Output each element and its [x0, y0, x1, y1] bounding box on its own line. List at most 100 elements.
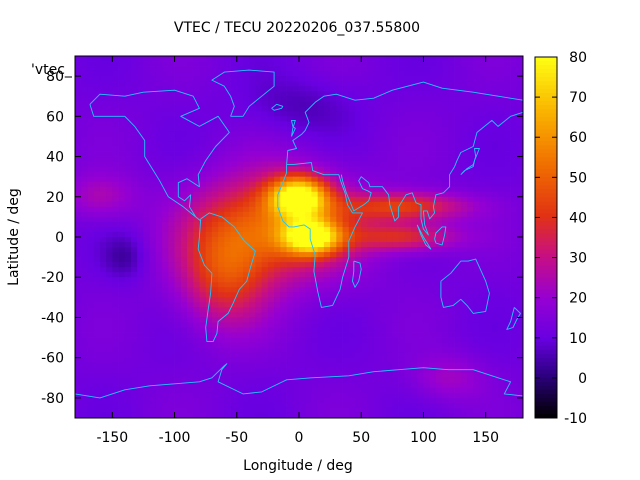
- heat-cell: [75, 121, 82, 127]
- heat-cell: [479, 146, 487, 152]
- heat-cell: [218, 277, 225, 283]
- heat-cell: [118, 342, 126, 349]
- heat-cell: [87, 362, 95, 369]
- heat-cell: [218, 357, 225, 364]
- heat-cell: [180, 357, 188, 364]
- heat-cell: [205, 332, 213, 338]
- heat-cell: [280, 66, 287, 72]
- heat-cell: [423, 141, 431, 147]
- heat-cell: [137, 146, 144, 152]
- heat-cell: [180, 312, 188, 318]
- heat-cell: [87, 201, 95, 208]
- heat-cell: [230, 342, 238, 349]
- heat-cell: [423, 257, 431, 263]
- heat-cell: [261, 287, 269, 293]
- heat-cell: [485, 96, 493, 102]
- heat-cell: [398, 357, 406, 364]
- heat-cell: [467, 211, 474, 218]
- heat-cell: [292, 372, 300, 379]
- heat-cell: [398, 76, 406, 82]
- heat-cell: [467, 352, 474, 359]
- heat-cell: [168, 332, 175, 338]
- heat-cell: [230, 116, 238, 122]
- heat-cell: [479, 156, 487, 162]
- heat-cell: [168, 372, 175, 379]
- heat-cell: [87, 402, 95, 409]
- heat-cell: [398, 317, 406, 323]
- heat-cell: [230, 196, 238, 203]
- heat-cell: [342, 196, 350, 203]
- heat-cell: [143, 382, 151, 389]
- heat-cell: [411, 181, 418, 188]
- heat-cell: [124, 277, 132, 283]
- heat-cell: [243, 292, 250, 298]
- heat-cell: [131, 372, 138, 379]
- heat-cell: [498, 146, 505, 152]
- heat-cell: [274, 66, 281, 72]
- heat-cell: [398, 277, 406, 283]
- heat-cell: [224, 211, 231, 218]
- heat-cell: [193, 347, 200, 354]
- heat-cell: [137, 252, 144, 258]
- heat-cell: [423, 337, 431, 343]
- heat-cell: [218, 196, 225, 203]
- heat-cell: [137, 111, 144, 117]
- heat-cell: [99, 317, 107, 323]
- heat-cell: [491, 106, 499, 112]
- heat-cell: [454, 367, 462, 374]
- heat-cell: [193, 307, 200, 313]
- heat-cell: [473, 176, 480, 183]
- heat-cell: [93, 402, 101, 409]
- heat-cell: [193, 317, 200, 323]
- heat-cell: [211, 257, 219, 263]
- heat-cell: [230, 86, 238, 92]
- heat-cell: [292, 71, 300, 77]
- heat-cell: [93, 156, 101, 162]
- heat-cell: [218, 397, 225, 404]
- heat-cell: [118, 247, 126, 253]
- heat-cell: [491, 91, 499, 97]
- heat-cell: [137, 181, 144, 188]
- heat-cell: [75, 206, 82, 213]
- heat-cell: [479, 61, 487, 67]
- heat-cell: [386, 322, 393, 328]
- heat-cell: [305, 297, 312, 303]
- heat-cell: [155, 101, 163, 107]
- heat-cell: [112, 126, 119, 132]
- heat-cell: [131, 81, 138, 87]
- heat-cell: [386, 121, 393, 127]
- heat-cell: [361, 367, 368, 374]
- heat-cell: [224, 166, 231, 173]
- heat-cell: [162, 262, 169, 268]
- heat-cell: [442, 166, 449, 173]
- heat-cell: [205, 317, 213, 323]
- heat-cell: [218, 216, 225, 223]
- heat-cell: [124, 56, 132, 62]
- heat-cell: [411, 267, 418, 273]
- heat-cell: [305, 216, 312, 223]
- heat-cell: [118, 237, 126, 243]
- heat-cell: [342, 66, 350, 72]
- heat-cell: [498, 387, 505, 394]
- heat-cell: [261, 71, 269, 77]
- heat-cell: [93, 151, 101, 157]
- heat-cell: [112, 252, 119, 258]
- heat-cell: [149, 196, 157, 203]
- heat-cell: [118, 171, 126, 178]
- heat-cell: [386, 257, 393, 263]
- heat-cell: [205, 322, 213, 328]
- heat-cell: [398, 367, 406, 374]
- heat-cell: [218, 257, 225, 263]
- heat-cell: [137, 141, 144, 147]
- heat-cell: [498, 372, 505, 379]
- heat-cell: [149, 171, 157, 178]
- heat-cell: [485, 56, 493, 62]
- heat-cell: [429, 302, 437, 308]
- heat-cell: [305, 86, 312, 92]
- heat-cell: [379, 282, 387, 288]
- heat-cell: [342, 367, 350, 374]
- heat-cell: [317, 101, 325, 107]
- heat-cell: [373, 322, 381, 328]
- heat-cell: [267, 387, 275, 394]
- heat-cell: [435, 397, 443, 404]
